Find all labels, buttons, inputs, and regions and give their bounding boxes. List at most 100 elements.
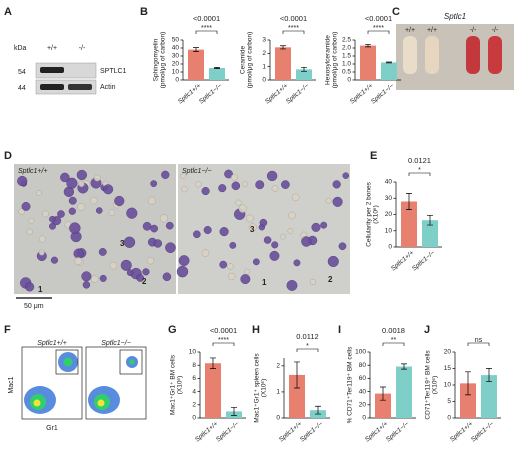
cell: [109, 261, 118, 270]
cell: [120, 259, 132, 271]
cell: [165, 242, 176, 254]
bar: [360, 45, 376, 80]
y-tick-label: 1: [276, 389, 280, 396]
lane-label: -/-: [79, 45, 86, 52]
error-bar: [210, 357, 216, 369]
panel-label: I: [338, 324, 341, 336]
significance-bracket: [212, 342, 235, 346]
cell: [93, 174, 101, 182]
cell: [159, 214, 169, 223]
significance-bracket: [296, 348, 319, 352]
y-axis-label: % CD71⁺Ter119⁺ BM cells: [347, 346, 354, 424]
y-tick-label: 10: [172, 69, 180, 76]
y-axis-label: Sphingomyelin: [153, 38, 160, 81]
significance: ****: [373, 25, 384, 32]
cell: [263, 236, 272, 244]
tube-label: +/+: [427, 27, 437, 34]
cell: [73, 248, 84, 259]
p-value: <0.0001: [365, 14, 392, 23]
significance: *: [418, 167, 421, 174]
lane-label: +/+: [47, 45, 57, 52]
tubes-title: Sptlc1: [444, 12, 466, 21]
y-tick-label: 3: [262, 37, 266, 44]
y-tick-label: 1: [262, 63, 266, 70]
cell: [21, 201, 31, 211]
x-tick-label: Sptlc1−/−: [215, 420, 241, 443]
cell: [279, 233, 286, 240]
y-tick-label: 80: [359, 362, 367, 369]
cell: [78, 180, 85, 188]
cell: [74, 257, 83, 265]
y-axis-label: Hexosylceramide: [325, 35, 332, 85]
cell: [203, 225, 212, 235]
bar: [205, 363, 221, 418]
cell: [325, 197, 332, 204]
tube: [425, 36, 439, 74]
marker: 2: [328, 275, 333, 284]
cell: [332, 180, 341, 189]
gate: [119, 349, 143, 375]
cell: [162, 272, 172, 282]
cell: [18, 208, 25, 215]
cell: [146, 256, 155, 265]
error-bar: [486, 368, 492, 383]
cell: [219, 227, 229, 237]
cell: [311, 222, 321, 232]
cell: [147, 196, 156, 205]
y-tick-label: 1.5: [342, 53, 351, 60]
cell: [271, 185, 279, 192]
y-tick-label: 10: [444, 382, 452, 389]
cell: [81, 271, 92, 282]
cell: [26, 228, 33, 235]
y-tick-label: 2.5: [342, 37, 351, 44]
cell: [90, 196, 98, 205]
p-value: 0.0112: [296, 332, 318, 341]
y-tick-label: 0: [388, 244, 392, 251]
error-bar: [315, 405, 321, 415]
cell: [136, 274, 145, 282]
marker: 1: [262, 278, 267, 287]
y-tick-label: 2: [192, 402, 196, 409]
y-axis-label: Cellularity per 2 bones: [366, 181, 373, 246]
cell: [242, 181, 248, 188]
cell: [240, 274, 251, 285]
y-tick-label: 0: [447, 415, 451, 422]
y-axis-label: Mac1⁺Gr1⁺ BM cells: [170, 354, 177, 415]
y-axis-label: (X10⁶): [261, 379, 268, 398]
error-bar: [401, 363, 407, 370]
cell: [91, 275, 99, 283]
bar: [422, 220, 438, 247]
tube: [403, 36, 417, 74]
flow-y-axis: Mac1: [8, 376, 15, 393]
y-tick-label: 0: [362, 415, 366, 422]
y-tick-label: 20: [444, 349, 452, 356]
y-tick-label: 0: [262, 77, 266, 84]
flow-plots: Sptlc1+/+ Sptlc1−/− Mac1 Gr1: [8, 340, 147, 432]
flow-label: Sptlc1+/+: [37, 340, 67, 347]
error-bar: [465, 371, 471, 396]
panel-label: F: [4, 324, 11, 336]
x-tick-label: Sptlc1−/−: [411, 249, 437, 272]
error-bar: [193, 47, 199, 52]
bar: [396, 366, 412, 418]
x-tick-label: Sptlc1−/−: [198, 82, 224, 105]
panel-label: A: [4, 6, 12, 18]
cell: [271, 241, 279, 249]
cell: [69, 222, 81, 234]
p-value: 0.0121: [408, 156, 431, 165]
band-label: SPTLC1: [100, 68, 127, 75]
cell: [332, 196, 343, 207]
bar: [209, 68, 225, 80]
error-bar: [386, 61, 392, 64]
cell: [36, 190, 42, 196]
x-tick-label: Sptlc1−/−: [385, 420, 411, 443]
y-tick-label: 20: [172, 61, 180, 68]
cell: [238, 204, 247, 213]
cell: [245, 214, 254, 223]
genotype-label: Sptlc1+/+: [18, 168, 48, 175]
y-tick-label: 100: [355, 349, 366, 356]
y-tick-label: 0: [276, 415, 280, 422]
cell: [103, 184, 114, 195]
significance-bracket: [195, 30, 218, 34]
band: [40, 84, 64, 90]
